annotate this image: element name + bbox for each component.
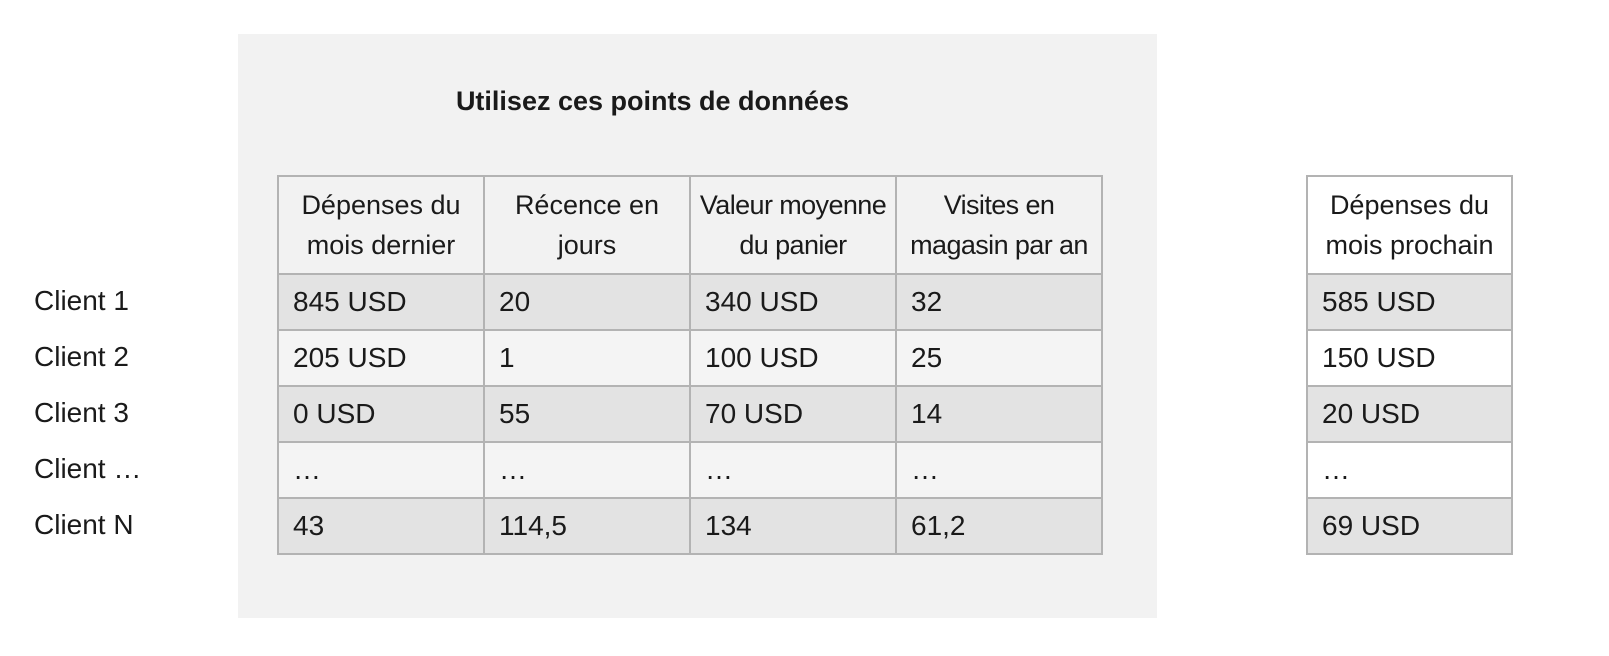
client-label: Client 3 (34, 397, 129, 428)
table-cell: 114,5 (483, 497, 691, 555)
table-cell: 205 USD (277, 329, 485, 387)
table-cell: … (895, 441, 1103, 499)
header-cell-next-month-spend: Dépenses du mois prochain (1306, 175, 1513, 275)
table-cell: 14 (895, 385, 1103, 443)
panel-title: Utilisez ces points de données (455, 86, 850, 116)
table-cell: 69 USD (1306, 497, 1513, 555)
table-cell: 20 (483, 273, 691, 331)
table-cell: 70 USD (689, 385, 897, 443)
table-cell: 25 (895, 329, 1103, 387)
table-cell: 100 USD (689, 329, 897, 387)
client-label: Client … (34, 453, 142, 484)
client-labels: Client 1 Client 2 Client 3 Client … Clie… (34, 273, 141, 553)
client-label: Client 1 (34, 285, 129, 316)
table-cell: … (483, 441, 691, 499)
target-header-row: Dépenses du mois prochain (1306, 175, 1513, 275)
header-cell-recency: Récence en jours (483, 175, 691, 275)
table-row: 0 USD 55 70 USD 14 (277, 385, 1103, 443)
table-cell: 20 USD (1306, 385, 1513, 443)
table-cell: … (277, 441, 485, 499)
table-cell: 32 (895, 273, 1103, 331)
table-cell: 61,2 (895, 497, 1103, 555)
header-cell-last-month-spend: Dépenses du mois dernier (277, 175, 485, 275)
table-row: 845 USD 20 340 USD 32 (277, 273, 1103, 331)
table-cell: 150 USD (1306, 329, 1513, 387)
header-cell-store-visits: Visites en magasin par an (895, 175, 1103, 275)
table-row: … (1306, 441, 1513, 499)
table-cell: 134 (689, 497, 897, 555)
table-row: … … … … (277, 441, 1103, 499)
table-cell: 340 USD (689, 273, 897, 331)
table-cell: 585 USD (1306, 273, 1513, 331)
table-cell: 43 (277, 497, 485, 555)
table-row: 205 USD 1 100 USD 25 (277, 329, 1103, 387)
header-cell-average-basket: Valeur moyenne du panier (689, 175, 897, 275)
table-row: 585 USD (1306, 273, 1513, 331)
table-cell: 845 USD (277, 273, 485, 331)
table-row: 43 114,5 134 61,2 (277, 497, 1103, 555)
features-table: Dépenses du mois dernier Récence en jour… (277, 175, 1103, 555)
target-table: Dépenses du mois prochain 585 USD 150 US… (1306, 175, 1513, 555)
table-cell: … (689, 441, 897, 499)
client-label: Client N (34, 509, 134, 540)
table-row: 20 USD (1306, 385, 1513, 443)
table-cell: 0 USD (277, 385, 485, 443)
table-cell: 1 (483, 329, 691, 387)
table-row: 69 USD (1306, 497, 1513, 555)
table-cell: 55 (483, 385, 691, 443)
table-row: 150 USD (1306, 329, 1513, 387)
features-header-row: Dépenses du mois dernier Récence en jour… (277, 175, 1103, 275)
client-label: Client 2 (34, 341, 129, 372)
table-cell: … (1306, 441, 1513, 499)
